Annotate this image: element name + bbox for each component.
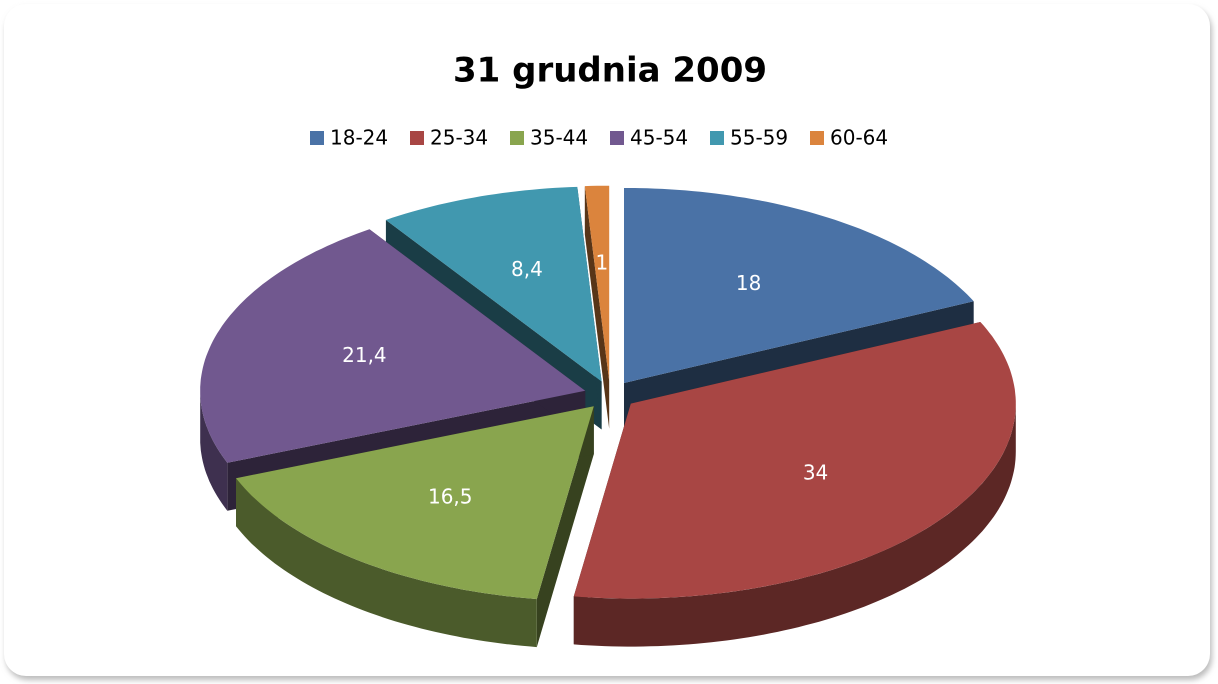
- data-label: 18: [736, 271, 761, 295]
- data-label: 16,5: [428, 484, 473, 508]
- legend-swatch: [710, 131, 724, 145]
- chart-title: 31 grudnia 2009: [453, 51, 767, 91]
- legend-label: 55-59: [730, 126, 788, 150]
- slice: [385, 186, 602, 382]
- legend-swatch: [310, 131, 324, 145]
- legend-label: 45-54: [630, 126, 688, 150]
- slice-side: [573, 403, 1016, 647]
- legend-label: 60-64: [830, 126, 888, 150]
- slice-wall: [536, 406, 594, 648]
- legend-label: 25-34: [430, 126, 488, 150]
- slice-side: [200, 390, 228, 511]
- legend-swatch: [410, 131, 424, 145]
- data-label: 8,4: [511, 257, 543, 281]
- data-label: 34: [803, 460, 828, 484]
- legend-swatch: [510, 131, 524, 145]
- legend: 18-24 25-34 35-44 45-54 55-59 60-64: [310, 126, 888, 150]
- data-label: 1: [596, 250, 609, 274]
- slice-wall: [584, 186, 610, 429]
- legend-label: 18-24: [330, 126, 388, 150]
- data-label: 21,4: [342, 343, 387, 367]
- slice: [573, 322, 1016, 599]
- slice-side: [236, 478, 537, 648]
- legend-label: 35-44: [530, 126, 588, 150]
- legend-swatch: [610, 131, 624, 145]
- legend-swatch: [810, 131, 824, 145]
- slice: [200, 229, 586, 463]
- slice: [624, 188, 974, 383]
- pie: 1 8,4 18 21,4 34 16,5: [200, 185, 1016, 648]
- slice: [236, 406, 594, 600]
- slice: [584, 185, 610, 381]
